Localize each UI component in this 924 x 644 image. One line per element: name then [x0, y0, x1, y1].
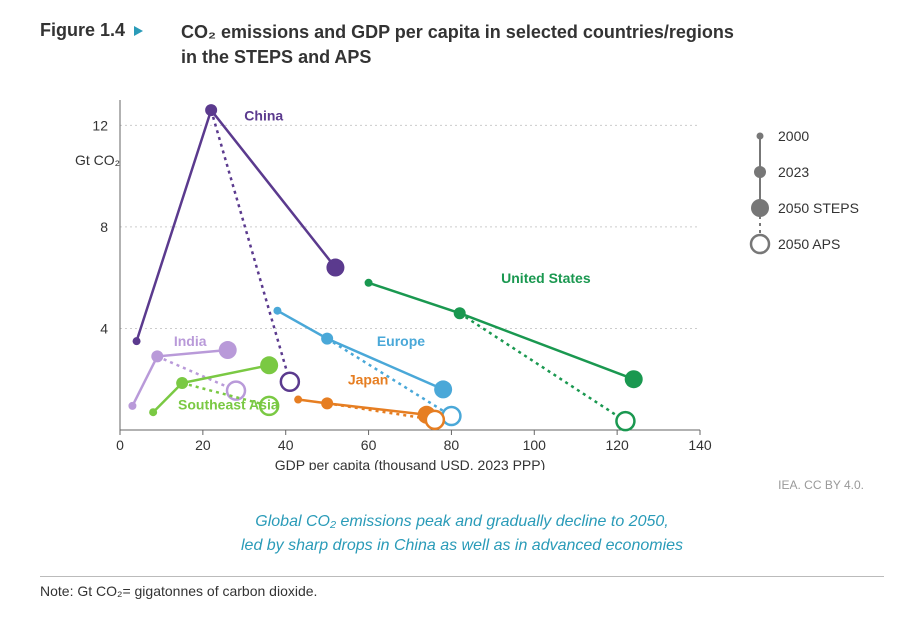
svg-text:60: 60 — [361, 437, 377, 453]
triangle-icon — [134, 26, 143, 36]
figure-title-line1: CO₂ emissions and GDP per capita in sele… — [181, 20, 734, 45]
note: Note: Gt CO₂= gigatonnes of carbon dioxi… — [40, 583, 884, 599]
separator — [40, 576, 884, 577]
svg-text:China: China — [244, 108, 283, 124]
attribution: IEA. CC BY 4.0. — [40, 478, 864, 492]
figure-title: CO₂ emissions and GDP per capita in sele… — [181, 20, 734, 70]
svg-text:80: 80 — [444, 437, 460, 453]
svg-text:20: 20 — [195, 437, 211, 453]
caption: Global CO₂ emissions peak and gradually … — [40, 510, 884, 558]
svg-text:Southeast Asia: Southeast Asia — [178, 397, 279, 413]
chart: 4812020406080100120140Gt CO₂GDP per capi… — [40, 90, 880, 470]
svg-text:100: 100 — [523, 437, 547, 453]
svg-text:Japan: Japan — [348, 372, 388, 388]
caption-line1: Global CO₂ emissions peak and gradually … — [40, 510, 884, 534]
svg-text:United States: United States — [501, 270, 591, 286]
svg-text:8: 8 — [100, 219, 108, 235]
svg-text:40: 40 — [278, 437, 294, 453]
figure-title-line2: in the STEPS and APS — [181, 45, 734, 70]
figure-number-text: Figure 1.4 — [40, 20, 125, 40]
svg-text:2000: 2000 — [778, 128, 809, 144]
svg-text:120: 120 — [605, 437, 629, 453]
figure-number: Figure 1.4 — [40, 20, 143, 41]
svg-text:2050 APS: 2050 APS — [778, 236, 840, 252]
svg-text:India: India — [174, 334, 207, 350]
svg-text:4: 4 — [100, 321, 108, 337]
chart-svg: 4812020406080100120140Gt CO₂GDP per capi… — [40, 90, 880, 470]
caption-line2: led by sharp drops in China as well as i… — [40, 534, 884, 558]
svg-text:2023: 2023 — [778, 164, 809, 180]
svg-text:2050 STEPS: 2050 STEPS — [778, 200, 859, 216]
svg-text:GDP per capita (thousand USD,: GDP per capita (thousand USD, 2023 PPP) — [275, 457, 546, 470]
svg-text:12: 12 — [92, 118, 108, 134]
svg-text:140: 140 — [688, 437, 712, 453]
svg-text:Europe: Europe — [377, 334, 425, 350]
figure-header: Figure 1.4 CO₂ emissions and GDP per cap… — [40, 20, 884, 70]
svg-text:Gt CO₂: Gt CO₂ — [75, 152, 120, 168]
svg-text:0: 0 — [116, 437, 124, 453]
